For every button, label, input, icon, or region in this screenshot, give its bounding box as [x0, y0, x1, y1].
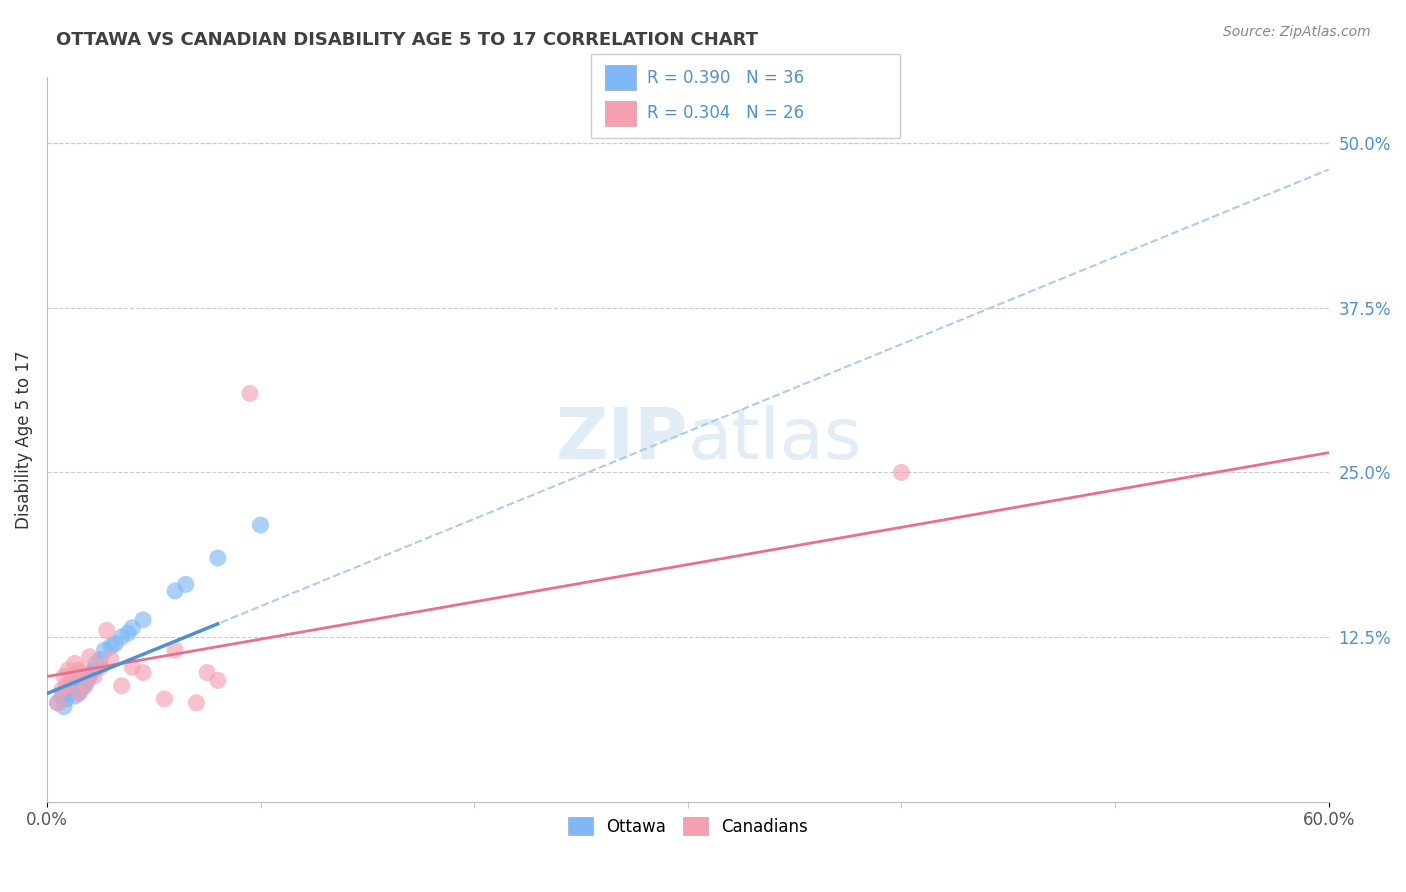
Point: [93, 643, 115, 657]
Point: [174, 577, 197, 591]
Point: [100, 652, 122, 666]
Point: [104, 637, 127, 651]
Point: [83, 669, 105, 683]
Point: [58, 685, 80, 699]
Point: [70, 682, 93, 697]
Point: [63, 690, 86, 704]
Point: [63, 682, 86, 697]
Point: [67, 676, 90, 690]
Point: [59, 682, 82, 697]
Point: [70, 665, 93, 680]
Point: [186, 696, 208, 710]
Point: [96, 624, 118, 638]
Point: [63, 657, 86, 671]
Text: OTTAWA VS CANADIAN DISABILITY AGE 5 TO 17 CORRELATION CHART: OTTAWA VS CANADIAN DISABILITY AGE 5 TO 1…: [56, 31, 758, 49]
Point: [890, 466, 912, 480]
Point: [46, 696, 69, 710]
Y-axis label: Disability Age 5 to 17: Disability Age 5 to 17: [15, 351, 32, 529]
Point: [67, 685, 90, 699]
Point: [111, 630, 134, 644]
Point: [75, 669, 97, 683]
Text: R = 0.304   N = 26: R = 0.304 N = 26: [647, 104, 804, 122]
Point: [55, 679, 77, 693]
Point: [132, 665, 155, 680]
Point: [132, 613, 155, 627]
Text: R = 0.390   N = 36: R = 0.390 N = 36: [647, 69, 804, 87]
Point: [249, 518, 271, 533]
Point: [46, 696, 69, 710]
Point: [58, 679, 80, 693]
Legend: Ottawa, Canadians: Ottawa, Canadians: [560, 809, 815, 844]
Point: [121, 660, 143, 674]
Point: [66, 679, 89, 693]
Point: [51, 690, 73, 704]
Point: [117, 626, 139, 640]
Point: [79, 669, 101, 683]
Point: [67, 663, 90, 677]
Point: [89, 652, 111, 666]
Text: Source: ZipAtlas.com: Source: ZipAtlas.com: [1223, 25, 1371, 39]
Point: [72, 679, 94, 693]
Point: [153, 691, 176, 706]
Point: [51, 682, 73, 697]
Point: [53, 669, 76, 683]
Point: [80, 665, 103, 680]
Point: [53, 699, 76, 714]
Point: [165, 583, 187, 598]
Point: [165, 643, 187, 657]
Point: [76, 673, 98, 688]
Point: [53, 687, 76, 701]
Point: [100, 639, 122, 653]
Point: [70, 673, 93, 688]
Point: [75, 679, 97, 693]
Point: [121, 621, 143, 635]
Point: [67, 687, 90, 701]
Point: [239, 386, 262, 401]
Point: [79, 649, 101, 664]
Point: [75, 676, 97, 690]
Text: ZIP: ZIP: [555, 405, 688, 474]
Point: [62, 676, 84, 690]
Point: [55, 691, 77, 706]
Point: [111, 679, 134, 693]
Point: [89, 660, 111, 674]
Point: [207, 673, 229, 688]
Point: [195, 665, 218, 680]
Point: [62, 669, 84, 683]
Point: [58, 663, 80, 677]
Text: atlas: atlas: [688, 405, 862, 474]
Point: [84, 657, 107, 671]
Point: [207, 551, 229, 566]
Point: [83, 663, 105, 677]
